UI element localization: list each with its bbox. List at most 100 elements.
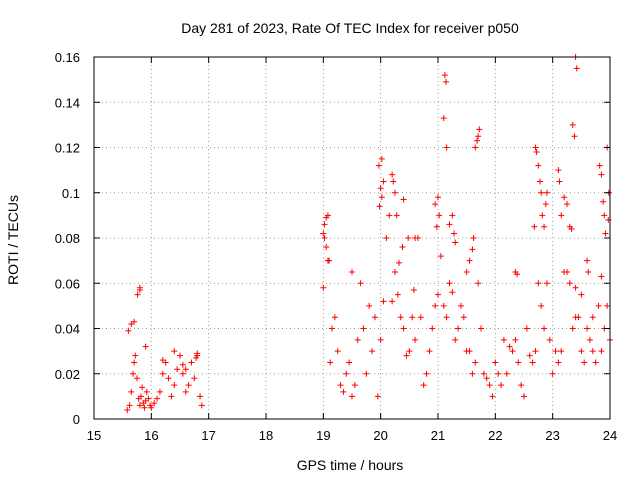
data-point (142, 343, 149, 350)
data-point (145, 395, 152, 402)
data-point (128, 388, 135, 395)
data-point (541, 223, 548, 230)
data-point (159, 357, 166, 364)
data-point (377, 336, 384, 343)
data-point (581, 359, 588, 366)
x-tick-label: 24 (603, 428, 617, 443)
data-point (394, 291, 401, 298)
data-point (472, 359, 479, 366)
data-point (476, 126, 483, 133)
data-point (568, 225, 575, 232)
x-tick-label: 18 (259, 428, 273, 443)
data-point (412, 235, 419, 241)
data-point (586, 336, 593, 343)
data-point (366, 302, 373, 309)
data-point (566, 280, 573, 287)
chart-title: Day 281 of 2023, Rate Of TEC Index for r… (181, 20, 519, 36)
data-point (478, 325, 484, 332)
y-axis-label: ROTI / TECUs (5, 195, 21, 285)
data-point (443, 314, 450, 321)
data-point (320, 230, 327, 237)
data-point (526, 352, 533, 359)
data-point (529, 359, 536, 366)
data-point (542, 201, 549, 208)
y-tick-label: 0.12 (55, 141, 80, 156)
data-point (132, 352, 139, 359)
data-point (159, 370, 166, 377)
data-point (386, 212, 393, 219)
data-point (378, 155, 385, 162)
data-point (446, 221, 453, 228)
data-point (532, 144, 539, 151)
data-point (432, 201, 439, 208)
data-point (449, 212, 456, 219)
data-point (558, 348, 565, 355)
data-point (171, 348, 178, 355)
data-point (523, 325, 530, 332)
x-tick-label: 19 (316, 428, 330, 443)
data-point (492, 359, 499, 366)
data-point (392, 189, 398, 196)
data-point (503, 370, 510, 377)
data-point (390, 178, 397, 185)
data-point (397, 314, 404, 321)
data-point (331, 314, 338, 321)
data-point (436, 212, 443, 219)
data-point (457, 302, 464, 309)
data-point (340, 388, 347, 395)
data-point (532, 348, 539, 355)
data-point (549, 370, 556, 377)
data-point (191, 375, 198, 382)
data-point (506, 343, 513, 350)
data-point (546, 336, 553, 343)
data-point (156, 388, 163, 395)
data-point (473, 137, 480, 144)
data-point (188, 359, 195, 366)
data-point (136, 287, 143, 294)
data-point (392, 268, 398, 275)
data-point (440, 302, 447, 309)
data-point (598, 348, 605, 355)
data-point (389, 171, 396, 178)
data-point (589, 314, 596, 321)
data-point (321, 221, 328, 228)
data-point (449, 289, 456, 296)
data-point (466, 257, 473, 264)
data-point (433, 223, 440, 230)
data-point (177, 352, 183, 359)
data-point (578, 348, 585, 355)
x-tick-labels: 15 16 17 18 19 20 21 22 23 24 (87, 428, 617, 443)
x-tick-label: 21 (431, 428, 445, 443)
y-tick-label: 0.16 (55, 50, 80, 65)
data-point (389, 298, 396, 305)
x-tick-label: 22 (488, 428, 502, 443)
data-point (584, 257, 591, 264)
data-point (357, 280, 364, 287)
data-point (185, 382, 192, 389)
data-point (466, 348, 473, 355)
y-tick-label: 0.06 (55, 276, 80, 291)
data-point (440, 115, 447, 122)
data-point (539, 212, 546, 219)
data-point (460, 314, 467, 321)
data-point (182, 388, 189, 395)
data-point (126, 402, 133, 409)
data-point (541, 325, 548, 332)
data-point (369, 348, 376, 355)
data-point (521, 393, 527, 400)
data-point (396, 259, 403, 266)
x-tick-label: 23 (545, 428, 559, 443)
data-point (125, 327, 132, 334)
data-point (537, 178, 544, 185)
data-point (604, 302, 611, 309)
y-tick-label: 0.02 (55, 367, 80, 382)
data-point (535, 162, 542, 169)
data-point (535, 280, 542, 287)
data-point (571, 133, 578, 140)
data-point (443, 144, 450, 151)
data-point (409, 314, 416, 321)
data-point (595, 302, 602, 309)
data-point (371, 314, 378, 321)
data-point (452, 239, 459, 246)
data-point (514, 271, 521, 278)
